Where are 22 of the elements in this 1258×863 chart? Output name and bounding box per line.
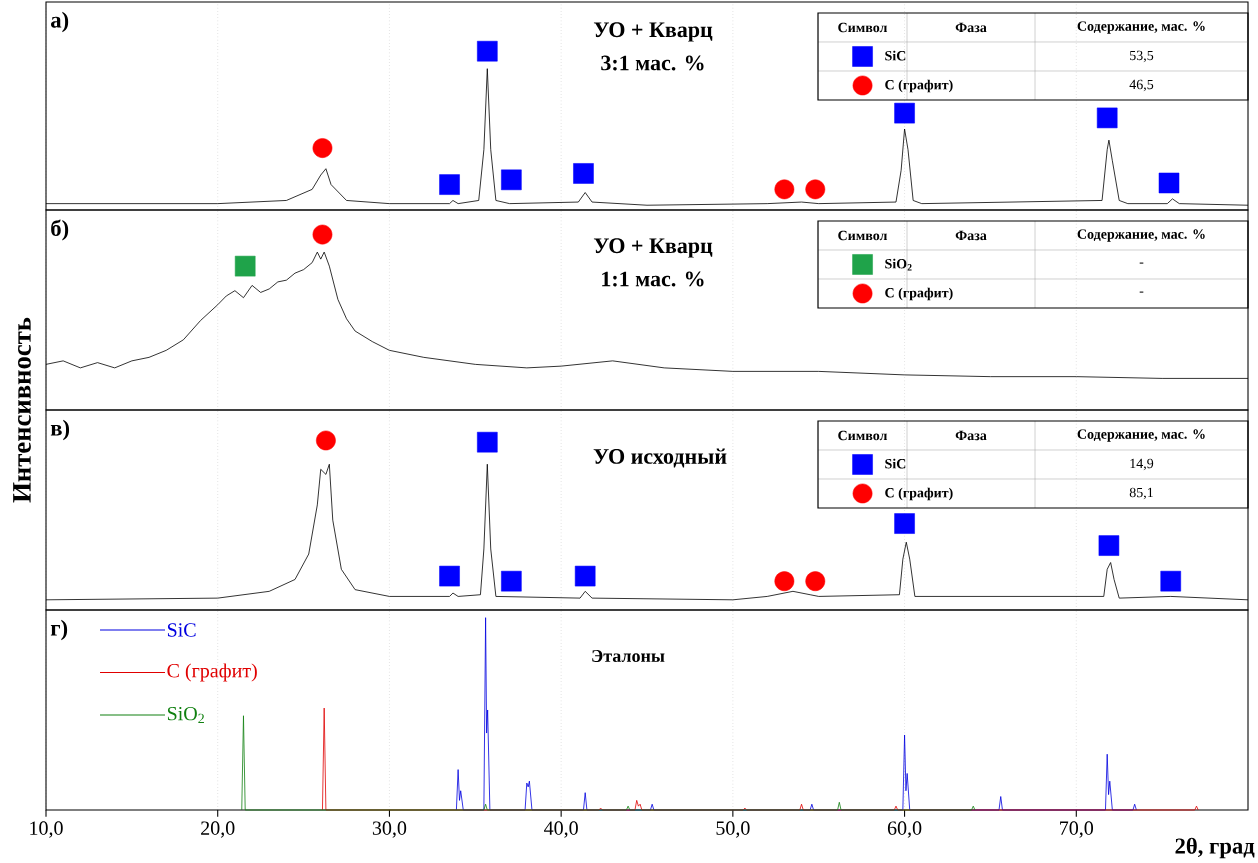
x-tick-label: 10,0 (30, 821, 63, 838)
text: 1:1 мас. % (602, 271, 704, 287)
x-tick-label: 70,0 (1060, 821, 1094, 838)
x-tick-label: 50,0 (716, 821, 750, 838)
chart-subtitle: 3:1 мас. % (601, 55, 704, 71)
x-tick-label: 30,0 (372, 821, 407, 838)
x-tick-label: 60,0 (887, 821, 922, 838)
legend-label: C (графит) (167, 663, 257, 682)
x-axis-title: 2θ, град (1175, 837, 1255, 859)
text: Эталоны (592, 649, 665, 663)
y-axis-title: Интенсивность (13, 317, 31, 503)
x-tick-label: 20,0 (201, 821, 235, 838)
chart-title: УО + Кварц (593, 238, 713, 258)
x-tick-label: 40,0 (544, 821, 578, 838)
annotation: г) (50, 619, 68, 641)
text: в) (50, 419, 70, 441)
chart-title: УО исходный (593, 448, 727, 468)
annotation: б) (51, 219, 69, 241)
text: а) (51, 11, 69, 33)
legend-label: SiO$_{2}$ (167, 706, 204, 724)
chart-title: УО + Кварц (593, 22, 713, 42)
legend-label: SiC (167, 623, 196, 637)
